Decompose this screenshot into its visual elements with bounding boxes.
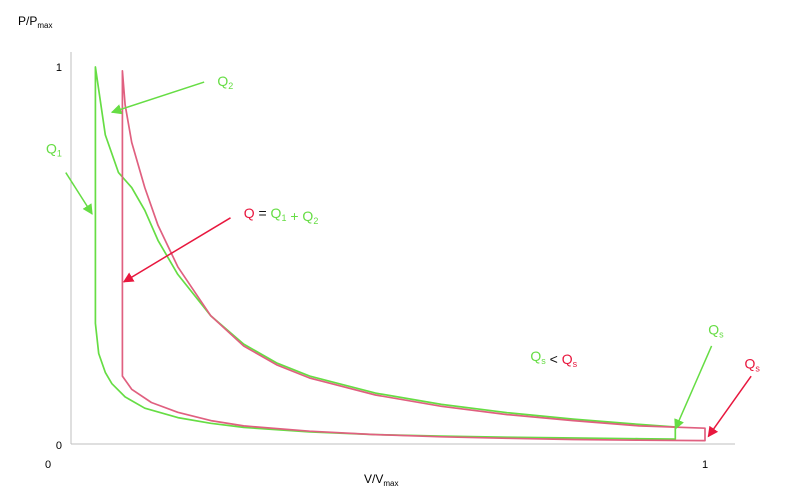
series-q-curve [121, 69, 706, 442]
annotation-qsum-part-2: Q [271, 205, 282, 221]
annotation-arrow-q2 [110, 81, 205, 115]
y-tick-label-1: 1 [56, 62, 62, 74]
annotation-qs-red-part-0-sub: s [755, 364, 760, 374]
annotation-arrow-q1 [65, 172, 93, 215]
y-tick-label-0: 0 [56, 440, 62, 452]
annotation-qsum-part-2-sub: 1 [281, 213, 286, 223]
annotation-label-qs-cmp: Qs < Qs [530, 348, 577, 369]
annotation-qs-green-part-0: Q [708, 322, 719, 338]
annotation-label-q2: Q2 [217, 73, 233, 91]
y-axis-label-main: P/P [18, 14, 37, 28]
annotation-qs-red-part-0: Q [745, 356, 756, 372]
annotation-qsum-part-4-sub: 2 [313, 216, 318, 226]
x-axis-label-main: V/V [364, 472, 383, 486]
annotation-qs-green-part-0-sub: s [719, 330, 724, 340]
y-axis-label-sub: max [37, 21, 52, 30]
annotation-q1-part-0: Q [46, 141, 57, 157]
annotation-arrow-qsum [122, 217, 231, 283]
annotation-qsum-part-4: Q [302, 208, 313, 224]
annotation-qsum-part-1: = [255, 205, 271, 221]
annotation-q2-part-0-sub: 2 [228, 81, 233, 91]
x-tick-label-1: 1 [702, 459, 708, 471]
x-axis-label: V/Vmax [364, 472, 398, 488]
annotation-qs-cmp-part-0: Q [530, 348, 541, 364]
annotation-label-qs-green: Qs [708, 322, 724, 340]
series-layer [94, 66, 706, 442]
x-tick-label-0: 0 [45, 459, 51, 471]
annotation-qs-cmp-part-0-sub: s [541, 356, 546, 366]
y-axis-label: P/Pmax [18, 14, 52, 30]
annotation-qs-cmp-part-2: Q [562, 351, 573, 367]
x-axis-label-sub: max [383, 479, 398, 488]
series-q1-curve [94, 66, 677, 440]
annotation-qsum-part-0: Q [244, 205, 255, 221]
annotation-arrow-qs-green [674, 345, 713, 430]
annotation-qsum-part-3: + [286, 208, 302, 224]
annotation-label-qs-red: Qs [745, 356, 761, 374]
annotation-q2-part-0: Q [217, 73, 228, 89]
annotation-qs-cmp-part-1: < [546, 351, 562, 367]
annotation-q1-part-0-sub: 1 [57, 149, 62, 159]
annotation-qs-cmp-part-2-sub: s [573, 359, 578, 369]
annotation-label-qsum: Q = Q1 + Q2 [244, 205, 319, 226]
annotation-arrow-qs-red [707, 375, 752, 438]
annotation-label-q1: Q1 [46, 141, 62, 159]
